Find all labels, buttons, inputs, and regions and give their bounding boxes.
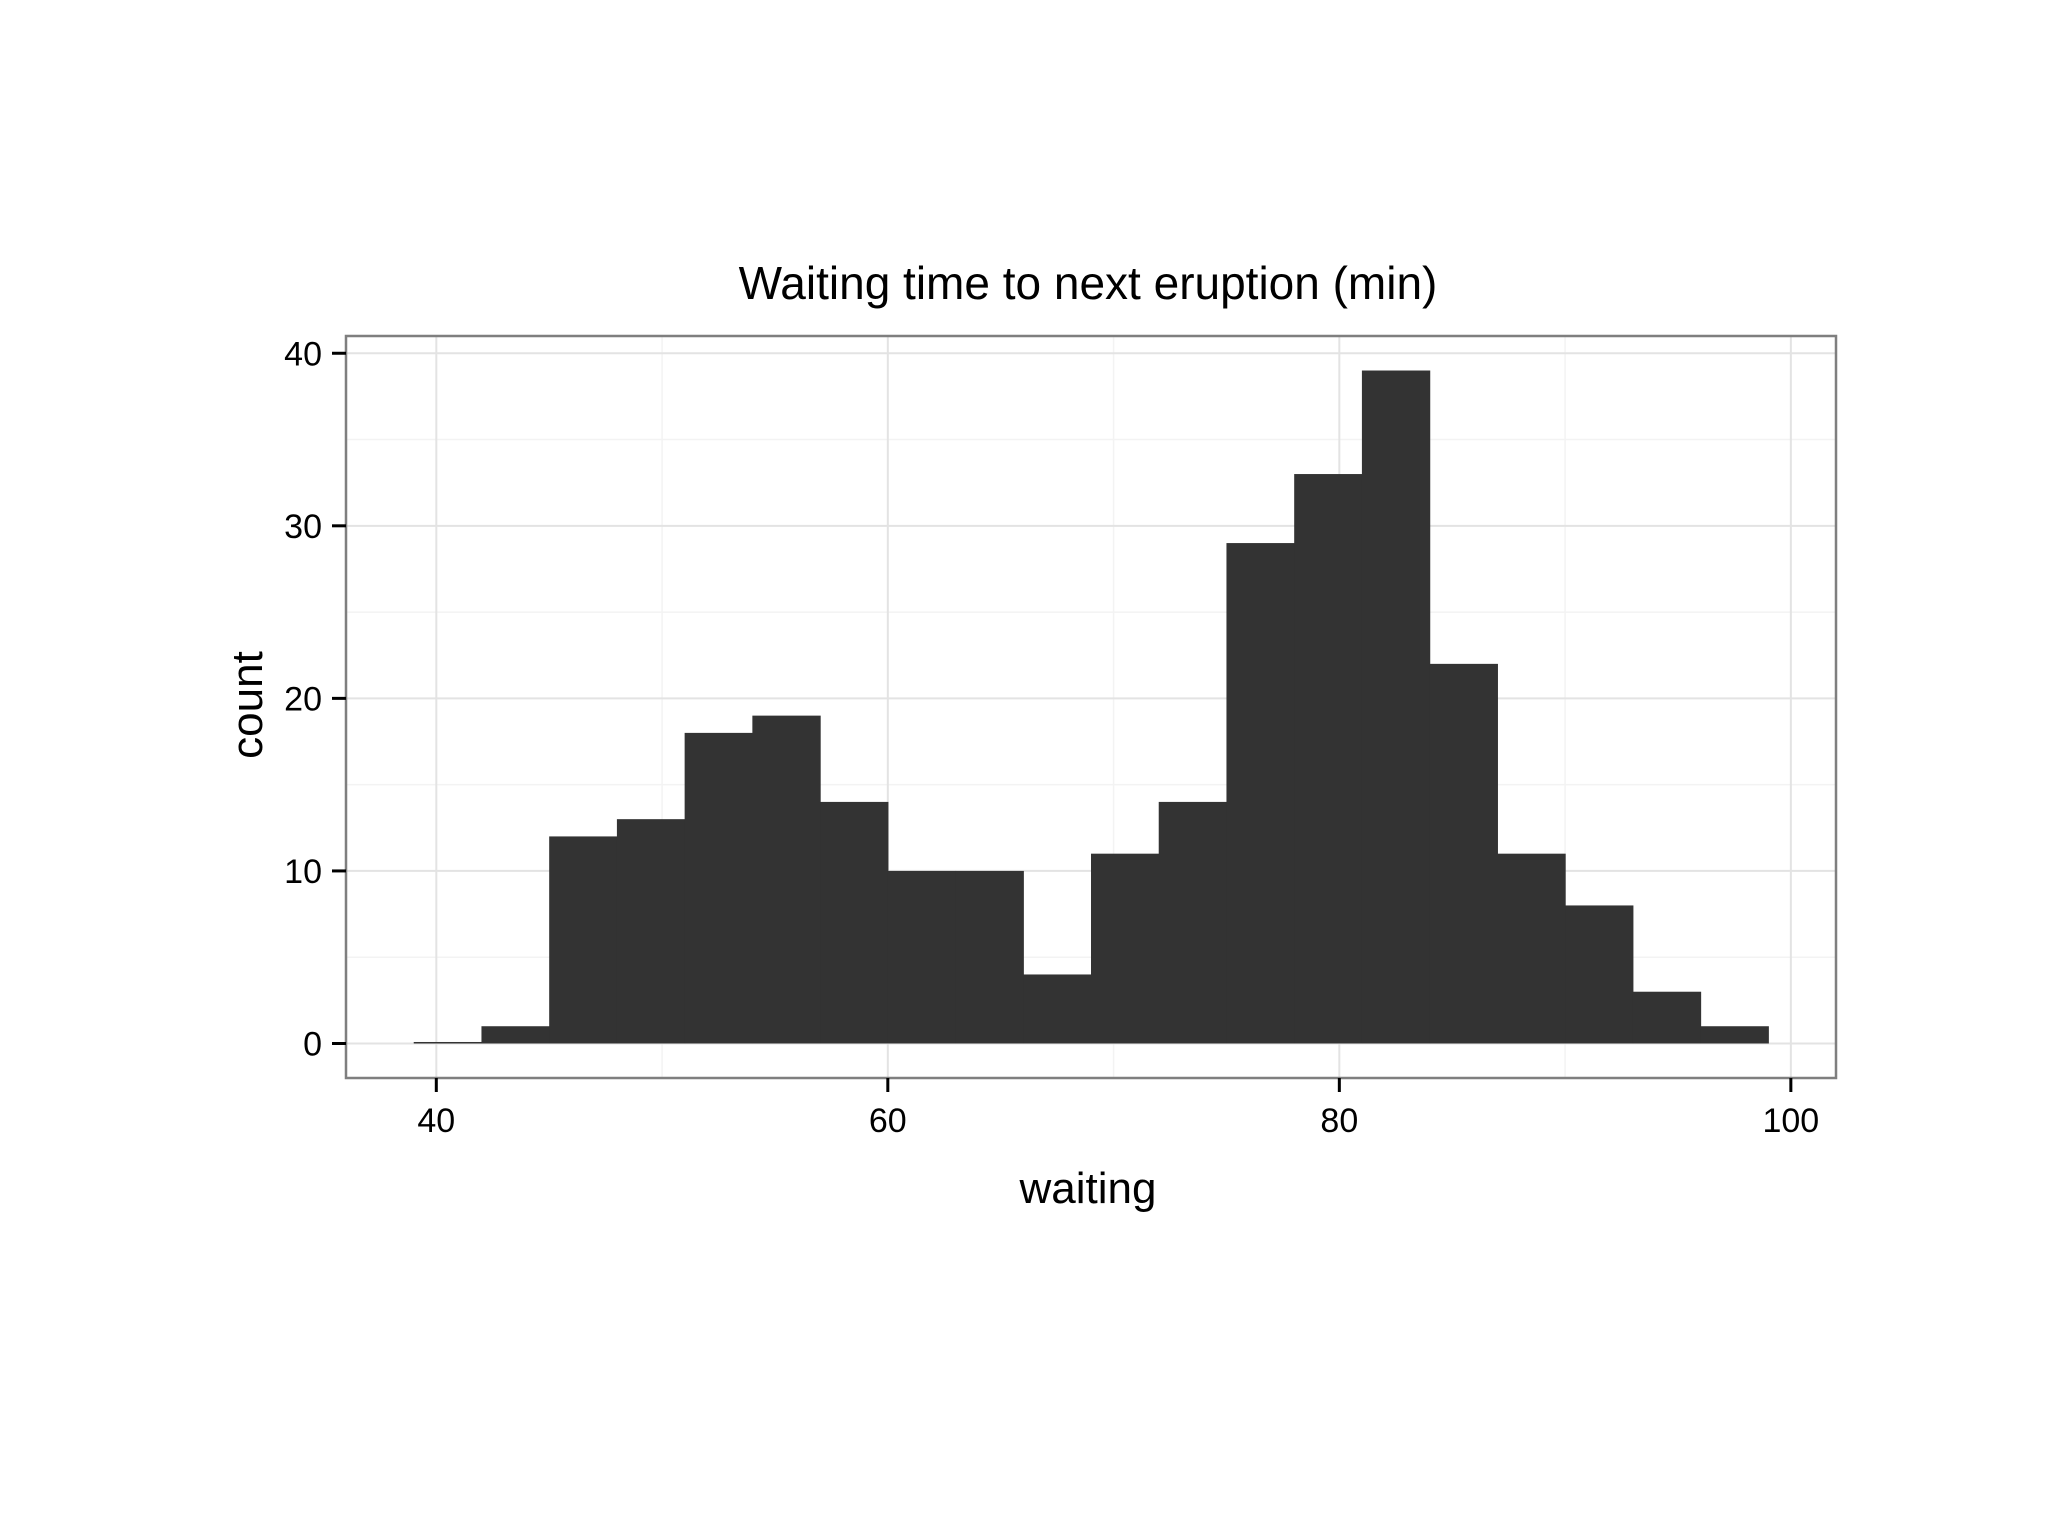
histogram-bar (1565, 905, 1634, 1044)
histogram-bar (616, 819, 686, 1044)
histogram-bar (1497, 853, 1566, 1044)
x-axis-title: waiting (1019, 1164, 1157, 1213)
histogram-bar (752, 715, 821, 1044)
histogram-bar (1632, 991, 1702, 1044)
histogram-bar (1429, 663, 1498, 1044)
histogram-bar (1091, 853, 1160, 1044)
histogram-bar (684, 732, 753, 1044)
histogram-bar (1158, 801, 1228, 1044)
x-tick-label: 60 (869, 1102, 907, 1140)
histogram-bar (955, 870, 1024, 1044)
x-tick-label: 80 (1320, 1102, 1358, 1140)
histogram-bar (1023, 974, 1092, 1044)
panel-border-group (344, 334, 1838, 1080)
histogram-bar (1700, 1026, 1769, 1044)
histogram-bar (820, 801, 889, 1044)
y-tick-label: 10 (284, 853, 322, 891)
x-axis: 40 60 80 100 (417, 1078, 1819, 1140)
histogram-bar (1361, 370, 1431, 1044)
histogram-bar (481, 1026, 550, 1044)
histogram-bar (1226, 543, 1295, 1044)
x-tick-label: 40 (417, 1102, 455, 1140)
y-tick-label: 0 (303, 1025, 322, 1063)
histogram-bar (1294, 474, 1363, 1044)
panel-border (344, 334, 1838, 1080)
histogram-bar (549, 836, 618, 1044)
x-tick-label: 100 (1762, 1102, 1819, 1140)
y-tick-label: 40 (284, 335, 322, 373)
histogram-bars (413, 370, 1769, 1044)
chart-title: Waiting time to next eruption (min) (739, 257, 1438, 309)
y-tick-label: 20 (284, 680, 322, 718)
y-axis: 0 10 20 30 40 (284, 335, 346, 1063)
y-axis-title: count (223, 651, 272, 759)
histogram-bar (413, 1041, 483, 1044)
y-tick-label: 30 (284, 508, 322, 546)
histogram-bar (887, 870, 957, 1044)
